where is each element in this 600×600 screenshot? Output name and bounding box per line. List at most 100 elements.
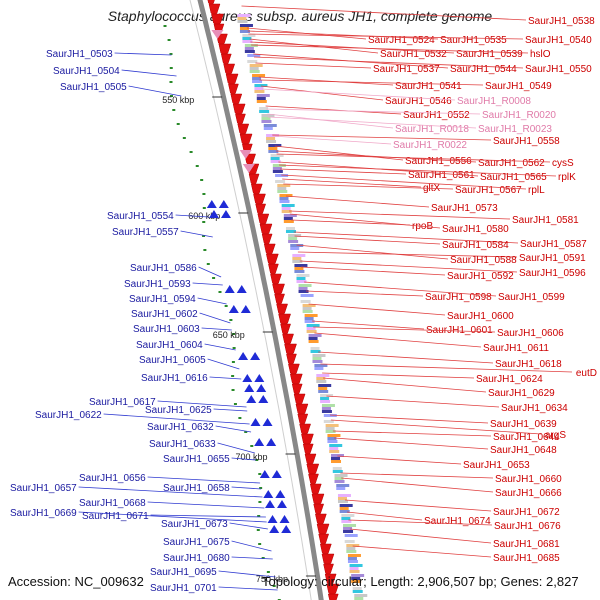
feature-band	[318, 387, 328, 390]
left-gene-label: SaurJH1_0671	[82, 511, 149, 522]
feature-band	[310, 344, 324, 347]
left-leader-line	[231, 457, 257, 461]
left-leader-line	[199, 312, 231, 324]
feature-band	[323, 420, 334, 423]
feature-band	[318, 384, 332, 387]
left-leader-line	[192, 282, 223, 286]
feature-band	[339, 510, 350, 513]
tick-label: 700 kbp	[236, 452, 268, 462]
gc-marker	[258, 501, 262, 503]
right-leader-line	[301, 266, 446, 276]
right-gene-label: SaurJH1_0672	[493, 507, 560, 518]
right-leader-line	[340, 472, 494, 479]
left-gene-label: SaurJH1_0504	[53, 66, 120, 77]
forward-gene-arrow	[267, 515, 278, 523]
forward-gene-arrow	[271, 470, 282, 478]
feature-band	[247, 57, 257, 60]
left-gene-label: SaurJH1_0657	[10, 483, 77, 494]
gc-marker	[176, 123, 180, 125]
feature-band	[347, 560, 358, 563]
feature-band	[256, 94, 270, 97]
forward-gene-arrow	[250, 352, 261, 360]
right-gene-label: SaurJH1_0592	[447, 271, 514, 282]
right-leader-line	[337, 455, 462, 465]
right-gene-label: SaurJH1_0538	[528, 16, 595, 27]
right-leader-line	[266, 108, 481, 115]
feature-band	[279, 194, 293, 197]
feature-band	[327, 434, 341, 437]
feature-band	[343, 527, 353, 530]
right-gene-label: SaurJH1_0599	[498, 292, 565, 303]
feature-band	[308, 334, 322, 337]
left-leader-line	[231, 556, 273, 560]
right-gene-label: SaurJH1_0674	[424, 516, 491, 527]
gc-marker	[169, 81, 173, 83]
feature-band	[270, 160, 281, 163]
gc-marker	[257, 515, 261, 517]
gc-marker	[238, 417, 242, 419]
left-leader-line	[147, 501, 265, 509]
feature-band	[252, 74, 266, 77]
feature-band	[294, 264, 308, 267]
forward-gene-arrow	[240, 305, 251, 313]
topology-text: Topology: circular; Length: 2,906,507 bp…	[262, 574, 579, 589]
left-leader-line	[207, 358, 240, 370]
gc-marker	[244, 431, 248, 433]
feature-band	[304, 320, 315, 323]
feature-band	[298, 284, 312, 287]
left-leader-line	[78, 486, 263, 498]
feature-band	[339, 504, 353, 507]
right-leader-line	[261, 88, 456, 101]
right-leader-line	[334, 437, 489, 450]
right-leader-line	[332, 430, 492, 437]
feature-band	[239, 30, 250, 33]
gc-marker	[259, 487, 263, 489]
right-gene-label: SaurJH1_0556	[405, 156, 472, 167]
feature-band	[263, 127, 273, 130]
gc-marker	[172, 109, 176, 111]
feature-band	[320, 397, 330, 400]
left-gene-label: SaurJH1_0604	[136, 340, 203, 351]
feature-band	[252, 77, 262, 80]
feature-band	[298, 290, 309, 293]
feature-band	[349, 567, 359, 570]
left-gene-label: SaurJH1_0503	[46, 49, 113, 60]
feature-band	[244, 50, 255, 53]
feature-band	[321, 404, 335, 407]
right-leader-line	[282, 178, 422, 188]
gc-marker	[266, 571, 270, 573]
feature-band	[329, 450, 340, 453]
feature-band	[308, 337, 318, 340]
gc-marker	[250, 445, 254, 447]
right-leader-line	[289, 213, 441, 229]
right-leader-line	[267, 113, 394, 129]
feature-band	[321, 407, 331, 410]
feature-band	[316, 377, 326, 380]
left-leader-line	[175, 214, 209, 218]
feature-band	[296, 274, 310, 277]
feature-band	[314, 364, 328, 367]
inner-ring	[189, 0, 312, 600]
forward-gene-arrow	[266, 438, 277, 446]
gc-marker	[195, 165, 199, 167]
feature-band	[306, 327, 316, 330]
right-leader-line	[346, 511, 423, 521]
feature-band	[272, 164, 286, 167]
right-gene-label: hslO	[530, 49, 551, 60]
right-leader-line	[279, 164, 557, 177]
genome-backbone	[197, 0, 324, 600]
feature-band	[332, 467, 342, 470]
left-leader-line	[217, 442, 255, 454]
feature-band	[334, 474, 348, 477]
feature-band	[308, 340, 319, 343]
left-gene-label: SaurJH1_0594	[129, 294, 196, 305]
feature-band	[327, 440, 338, 443]
right-gene-label: rplK	[558, 172, 576, 183]
left-gene-label: SaurJH1_0673	[161, 519, 228, 530]
feature-band	[344, 540, 355, 543]
feature-band	[310, 347, 320, 350]
gc-marker	[203, 249, 207, 251]
right-gene-label: SaurJH1_0598	[425, 292, 492, 303]
feature-band	[270, 154, 284, 157]
